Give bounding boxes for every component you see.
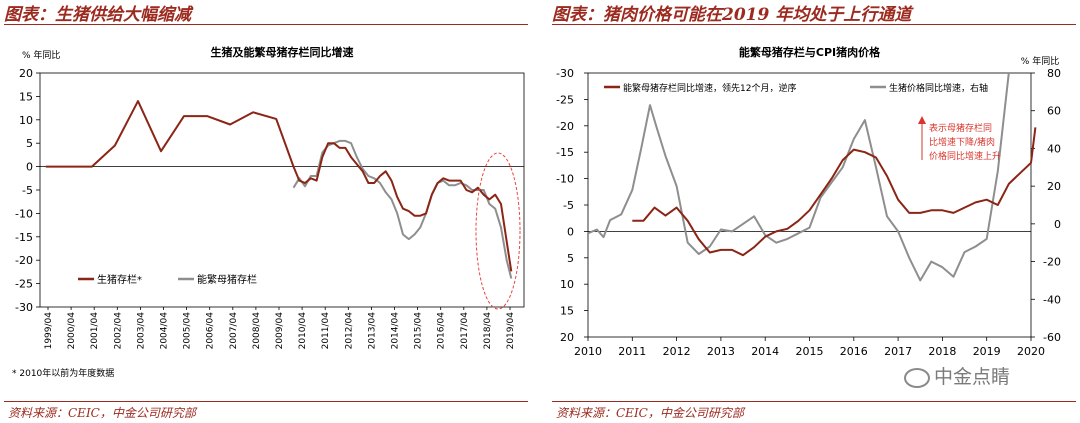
- x-tick-label: 2009/04: [275, 312, 285, 350]
- y-tick-label-right: 0: [1054, 218, 1061, 231]
- annotation-arrowhead: [918, 116, 926, 124]
- x-tick-label: 2014/04: [391, 312, 401, 350]
- x-tick-label: 2015: [796, 345, 824, 358]
- y-tick-label-left: 20: [560, 331, 574, 344]
- left-panel-heading: 图表：生猪供给大幅缩减: [4, 5, 191, 25]
- y-tick-label-right: 60: [1047, 105, 1061, 118]
- legend-label: 能繁母猪存栏: [197, 273, 257, 286]
- x-tick-label: 2017/04: [460, 312, 470, 350]
- x-tick-label: 2019/04: [506, 312, 516, 350]
- y-tick-label: -5: [22, 184, 33, 197]
- watermark-logo-icon: [904, 368, 930, 388]
- x-tick-label: 2002/04: [113, 312, 123, 350]
- y-tick-label: -30: [15, 301, 33, 314]
- x-tick-label: 2019: [973, 345, 1001, 358]
- x-tick-label: 2003/04: [136, 312, 146, 350]
- y-tick-label: 0: [26, 161, 33, 174]
- x-tick-label: 2016: [840, 345, 868, 358]
- y-tick-label: 15: [19, 90, 33, 103]
- y-tick-label: -10: [15, 207, 33, 220]
- x-tick-label: 2015/04: [414, 312, 424, 350]
- left-footnote: * 2010年以前为年度数据: [12, 369, 115, 379]
- legend-label: 能繁母猪存栏同比增速，领先12个月，逆序: [623, 82, 796, 94]
- chart-title: 能繁母猪存栏与CPI猪肉价格: [739, 45, 881, 59]
- series-line: [587, 72, 1010, 282]
- y-tick-label-left: -10: [556, 173, 574, 186]
- x-tick-label: 2013: [707, 345, 735, 358]
- y-tick-label-left: -30: [556, 67, 574, 80]
- y-tick-label-left: -20: [556, 120, 574, 133]
- y-tick-label-left: -25: [556, 93, 574, 106]
- y-tick-label: -20: [15, 254, 33, 267]
- annotation-text: 表示母猪存栏同: [929, 122, 992, 134]
- legend-label: 生猪价格同比增速，右轴: [889, 82, 988, 94]
- x-tick-label: 2001/04: [90, 312, 100, 350]
- x-tick-label: 2020: [1017, 345, 1045, 358]
- x-tick-label: 2016/04: [437, 312, 447, 350]
- y-tick-label-left: 0: [567, 225, 574, 238]
- annotation-text: 比增速下降/猪肉: [929, 136, 995, 148]
- y-tick-label-left: -5: [563, 199, 574, 212]
- y-tick-label-left: 15: [560, 305, 574, 318]
- x-tick-label: 2010/04: [298, 312, 308, 350]
- y-tick-label: -15: [15, 231, 33, 244]
- y-tick-label: 10: [19, 114, 33, 127]
- watermark-text: 中金点睛: [934, 366, 1011, 388]
- x-tick-label: 2012: [663, 345, 691, 358]
- chart-title: 生猪及能繁母猪存栏同比增速: [211, 45, 354, 59]
- right-source: 资料来源：CEIC，中金公司研究部: [556, 406, 744, 420]
- x-tick-label: 2011/04: [321, 312, 331, 350]
- series-line: [45, 100, 513, 272]
- y-tick-label: -25: [15, 278, 33, 291]
- y-tick-label-left: 5: [567, 252, 574, 265]
- x-tick-label: 2013/04: [367, 312, 377, 350]
- y-tick-label-right: -60: [1043, 331, 1061, 344]
- y-tick-label-left: -15: [556, 146, 574, 159]
- x-tick-label: 2008/04: [252, 312, 262, 350]
- x-tick-label: 2018: [928, 345, 956, 358]
- x-tick-label: 2018/04: [483, 312, 493, 350]
- series-line: [632, 127, 1037, 257]
- y-tick-label-right: 20: [1047, 180, 1061, 193]
- x-tick-label: 2000/04: [67, 312, 77, 350]
- right-heading-rule: [552, 24, 1076, 25]
- right-source-rule: [552, 401, 1076, 402]
- x-tick-label: 2007/04: [229, 312, 239, 350]
- legend-label: 生猪存栏*: [97, 273, 142, 286]
- plot-frame: [587, 72, 1032, 338]
- chart-left: 生猪及能繁母猪存栏同比增速 % 年同比 20 15 10 5 0 -5 -10 -15 -20 -25…: [15, 45, 525, 350]
- x-tick-label: 2014: [751, 345, 779, 358]
- x-tick-label: 1999/04: [44, 312, 54, 350]
- y-axis-label-right: % 年同比: [1021, 55, 1059, 67]
- x-tick-label: 2011: [618, 345, 646, 358]
- annotation-text: 价格同比增速上升: [929, 150, 1001, 162]
- y-tick-label-right: -40: [1043, 293, 1061, 306]
- x-tick-label: 2017: [884, 345, 912, 358]
- left-source-rule: [4, 401, 528, 402]
- left-source: 资料来源：CEIC，中金公司研究部: [8, 406, 196, 420]
- y-axis-label: % 年同比: [22, 49, 60, 61]
- left-heading-rule: [4, 24, 528, 25]
- right-panel-heading: 图表：猪肉价格可能在2019 年均处于上行通道: [552, 5, 912, 25]
- x-tick-label: 2006/04: [206, 312, 216, 350]
- y-tick-label: 5: [26, 137, 33, 150]
- x-tick-label: 2012/04: [344, 312, 354, 350]
- y-tick-label-right: 40: [1047, 142, 1061, 155]
- x-tick-label: 2004/04: [160, 312, 170, 350]
- x-tick-label: 2010: [574, 345, 602, 358]
- y-tick-label-right: -20: [1043, 256, 1061, 269]
- y-tick-label: 20: [19, 67, 33, 80]
- highlight-ellipse: [475, 152, 521, 310]
- y-tick-label-left: 10: [560, 278, 574, 291]
- x-tick-label: 2005/04: [183, 312, 193, 350]
- y-tick-label-right: 80: [1047, 67, 1061, 80]
